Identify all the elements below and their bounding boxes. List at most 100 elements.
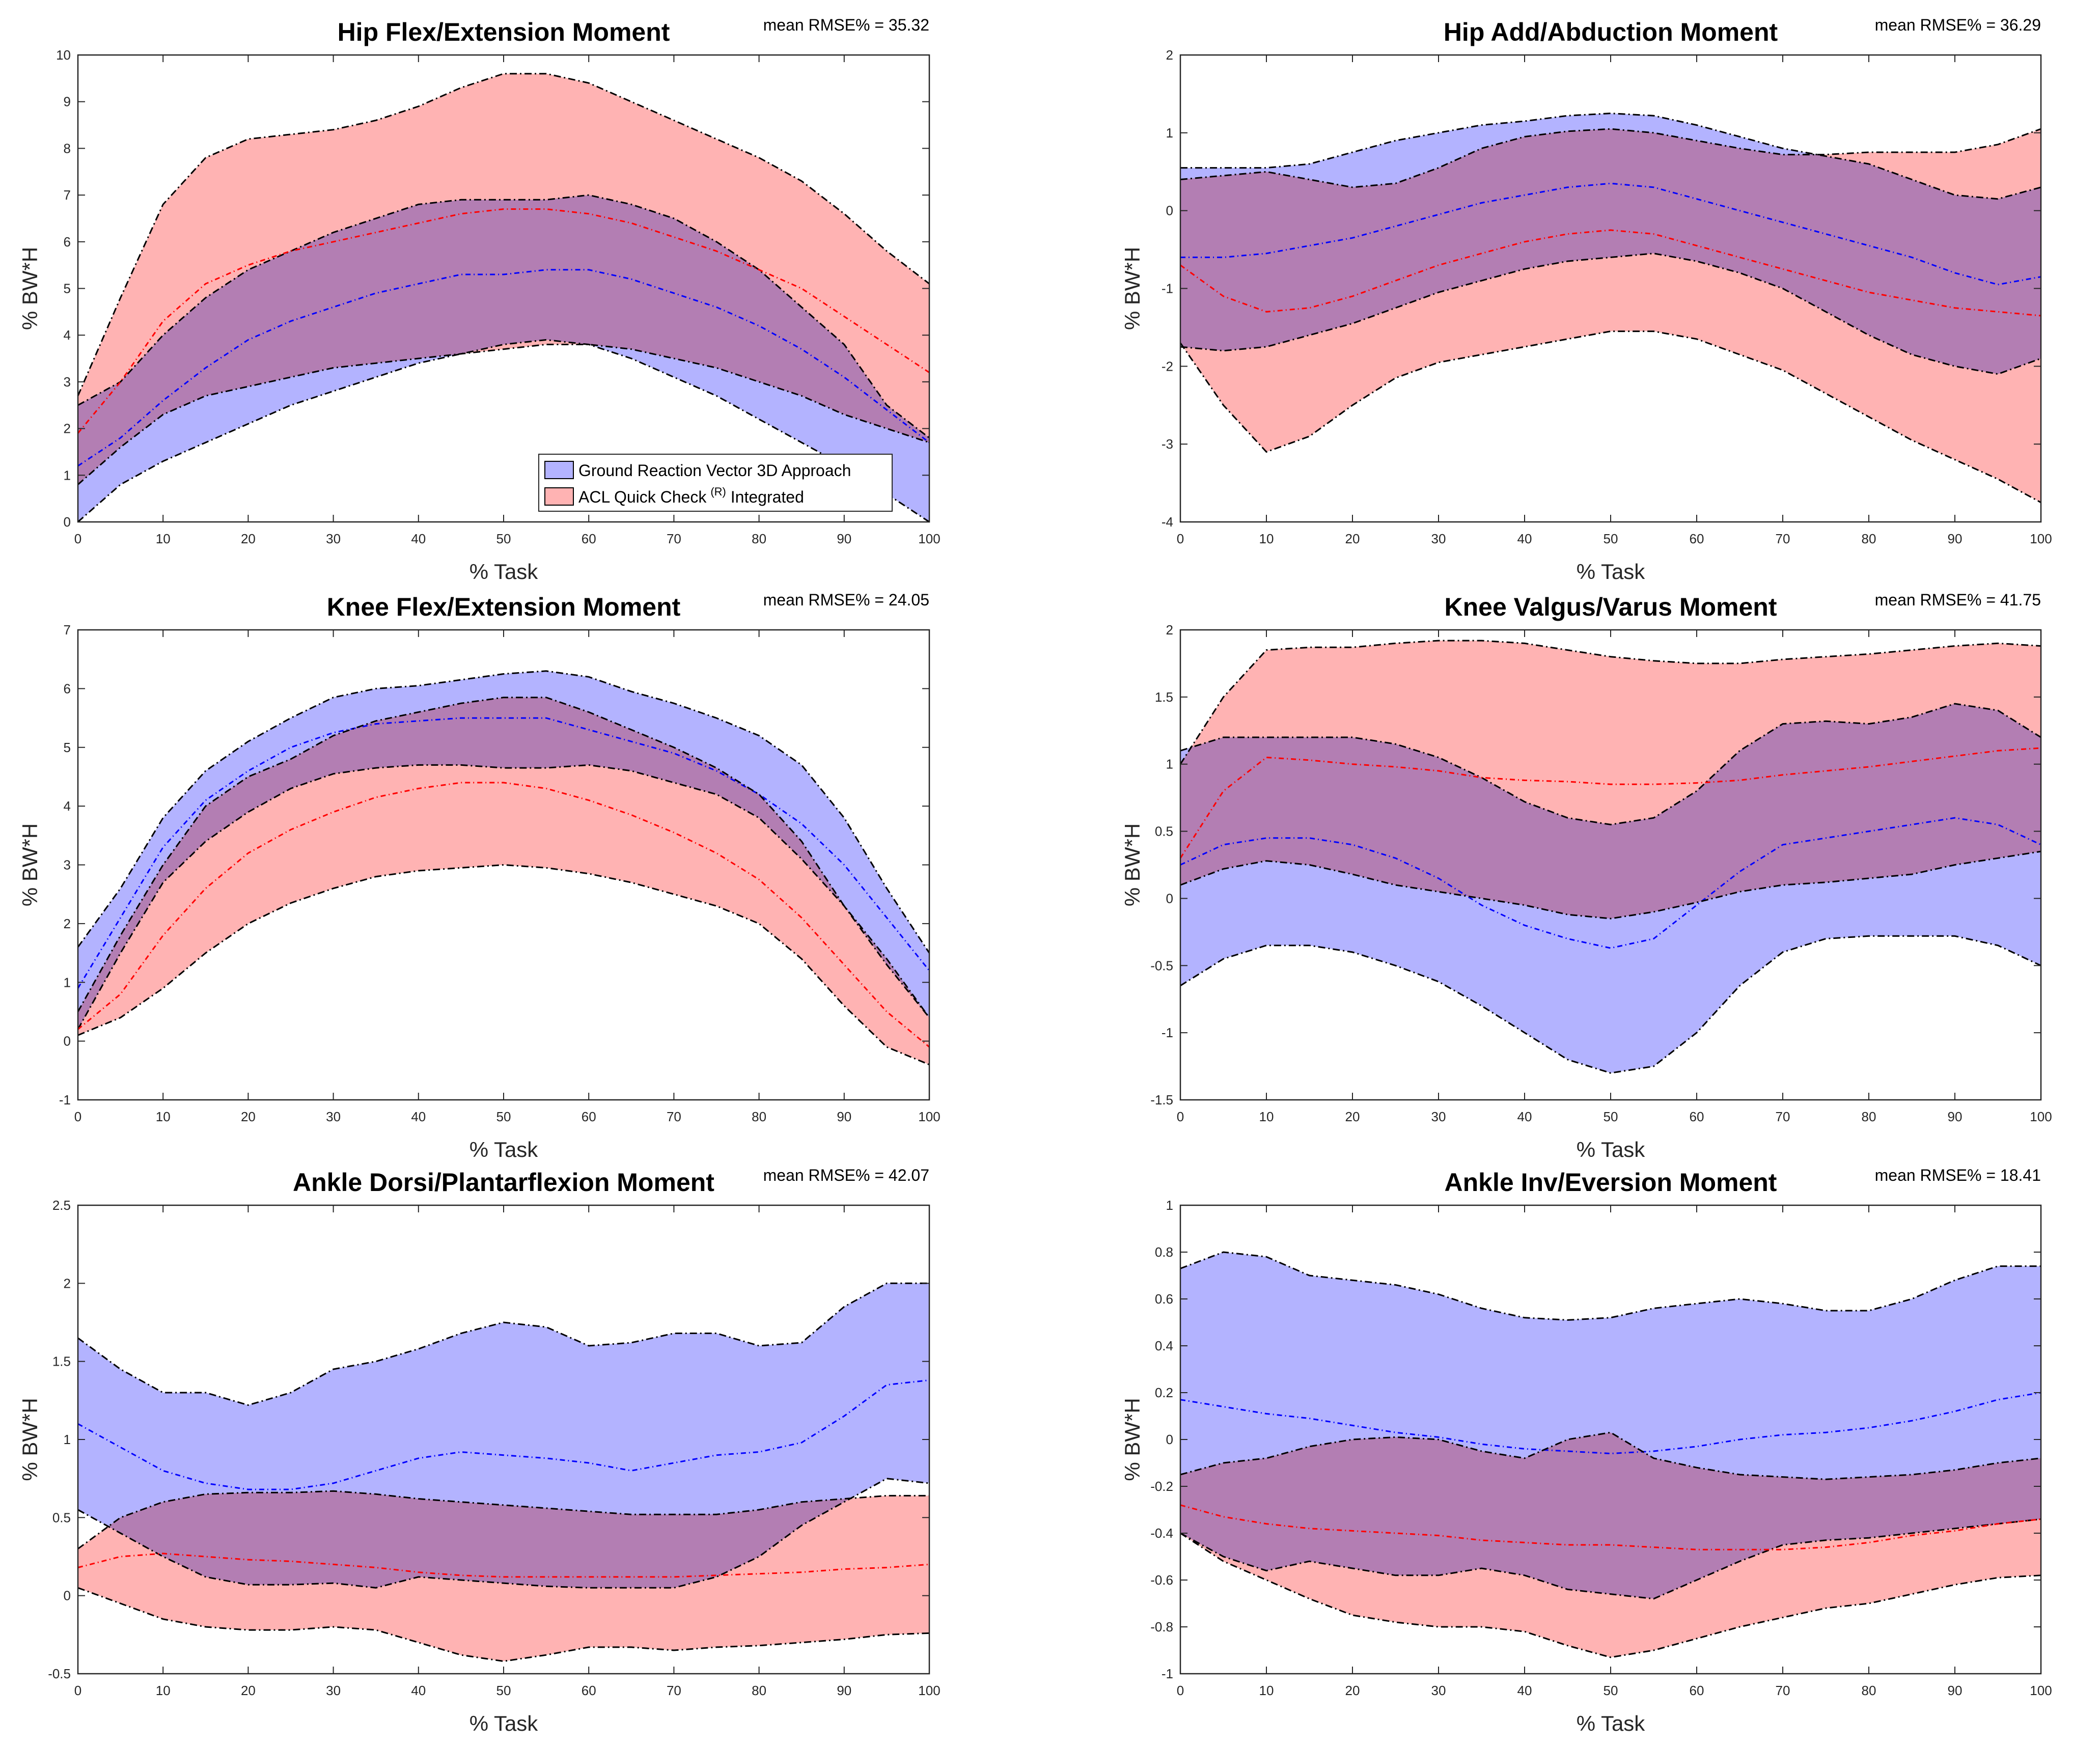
legend-entry-label: ACL Quick Check (R) Integrated	[578, 485, 804, 506]
chart-title: Hip Flex/Extension Moment	[338, 18, 670, 46]
x-tick-label: 100	[918, 531, 940, 546]
chart-title: Hip Add/Abduction Moment	[1444, 18, 1778, 46]
y-axis-label: % BW*H	[18, 1398, 42, 1481]
y-tick-label: -3	[1162, 436, 1173, 452]
band-edge-upper-aclqc	[1180, 128, 2041, 188]
legend-entry-name: ACL Quick Check	[578, 488, 707, 506]
band-edge-upper-grv3d	[77, 670, 930, 954]
x-tick-label: 50	[496, 531, 511, 546]
band-edge-lower-grv3d	[77, 339, 930, 523]
mean-line-grv3d	[77, 269, 930, 467]
chart-panel-5: 0 10 20 30 40 50 60 70 80 90 100-0.500.511.522.5An…	[18, 1166, 941, 1735]
x-tick-label: 40	[1517, 1109, 1532, 1124]
x-axis-label: % Task	[1577, 560, 1646, 584]
x-tick-label: 30	[1431, 1109, 1446, 1124]
y-tick-label: 8	[64, 141, 71, 156]
x-tick-label: 0	[74, 1683, 81, 1698]
band-aclqc	[1180, 1432, 2041, 1657]
x-tick-label: 20	[241, 1109, 256, 1124]
x-tick-label: 50	[496, 1683, 511, 1698]
mean-line-grv3d	[77, 1379, 930, 1490]
y-tick-label: 6	[64, 681, 71, 696]
x-tick-label: 90	[1948, 531, 1963, 546]
y-tick-label: 0	[64, 1588, 71, 1603]
y-tick-label: 1.5	[52, 1354, 71, 1369]
band-edge-upper-aclqc	[77, 1490, 929, 1549]
x-tick-label: 40	[411, 1109, 426, 1124]
x-tick-label: 30	[1431, 531, 1446, 546]
x-tick-label: 20	[241, 531, 256, 546]
band-edge-lower-grv3d	[1180, 1518, 2041, 1600]
band-edge-lower-grv3d	[77, 1478, 930, 1589]
y-tick-label: 4	[64, 798, 71, 814]
y-tick-label: 0.5	[52, 1510, 71, 1525]
rmse-annotation: mean RMSE% = 24.05	[763, 591, 929, 609]
x-tick-label: 40	[411, 531, 426, 546]
rmse-annotation: mean RMSE% = 36.29	[1875, 16, 2041, 34]
x-tick-label: 80	[752, 1109, 766, 1124]
x-tick-label: 90	[837, 531, 851, 546]
legend-entry-label: Ground Reaction Vector 3D Approach	[578, 461, 851, 480]
y-tick-label: 2.5	[52, 1198, 71, 1213]
x-tick-label: 90	[837, 1683, 851, 1698]
mean-line-aclqc	[77, 782, 930, 1048]
y-tick-label: 7	[64, 622, 71, 638]
x-tick-label: 40	[1517, 1683, 1532, 1698]
x-tick-label: 60	[1690, 1109, 1704, 1124]
legend: Ground Reaction Vector 3D Approach ACL Qu…	[538, 454, 893, 512]
y-tick-label: 1.5	[1155, 689, 1173, 705]
x-tick-label: 30	[326, 1683, 341, 1698]
y-tick-label: 1	[64, 975, 71, 990]
x-tick-label: 20	[1345, 1683, 1360, 1698]
x-axis-label: % Task	[469, 1711, 539, 1735]
y-tick-label: 0.2	[1155, 1385, 1173, 1400]
y-tick-label: -0.8	[1150, 1619, 1173, 1635]
y-tick-label: -0.5	[1150, 958, 1173, 973]
x-axis-label: % Task	[469, 560, 539, 584]
y-axis-label: % BW*H	[18, 823, 42, 906]
band-edge-upper-aclqc	[77, 73, 930, 396]
y-axis-label: % BW*H	[1120, 823, 1144, 906]
chart-panel-2: 0 10 20 30 40 50 60 70 80 90 100 -4 -3 -2 -1 0 1 2 Hip Add…	[1120, 16, 2052, 584]
y-tick-label: 0.8	[1155, 1244, 1173, 1260]
x-tick-label: 10	[1259, 531, 1274, 546]
x-tick-label: 70	[1776, 1683, 1790, 1698]
x-tick-label: 70	[667, 1109, 681, 1124]
x-tick-label: 0	[74, 1109, 81, 1124]
y-tick-label: 7	[64, 187, 71, 203]
y-tick-label: 3	[64, 374, 71, 390]
y-tick-label: 0.4	[1155, 1338, 1173, 1353]
chart-panel-4: 0 10 20 30 40 50 60 70 80 90 100 -1.5 -1 -0.5 0 0.5 1 1.5…	[1120, 591, 2052, 1161]
mean-line-grv3d	[77, 717, 930, 989]
x-tick-label: 0	[74, 531, 81, 546]
y-tick-label: 4	[64, 327, 71, 343]
y-tick-label: 6	[64, 234, 71, 250]
y-tick-label: -1	[59, 1092, 71, 1107]
band-edge-lower-grv3d	[1180, 935, 2041, 1074]
x-tick-label: 70	[667, 531, 681, 546]
y-tick-label: 1	[64, 1432, 71, 1447]
y-tick-label: 2	[1166, 47, 1173, 63]
chart-panel-1: 0 10 20 30 40 50 60 70 80 90 100 0 1 2 3 4 5 6 7 8 9 10 Hip Fl…	[18, 16, 941, 584]
band-edge-lower-aclqc	[1179, 330, 2041, 504]
legend-swatch	[544, 487, 574, 506]
band-aclqc	[78, 73, 929, 485]
band-edge-lower-aclqc	[77, 344, 930, 485]
y-tick-label: 5	[64, 281, 71, 296]
x-axis-label: % Task	[1577, 1711, 1646, 1735]
x-tick-label: 60	[1690, 531, 1704, 546]
x-tick-label: 40	[411, 1683, 426, 1698]
band-edge-upper-grv3d	[1180, 1251, 2041, 1321]
y-tick-label: 0	[64, 1034, 71, 1049]
y-tick-label: -1	[1162, 1025, 1173, 1040]
mean-line-aclqc	[1179, 747, 2041, 859]
x-tick-label: 70	[1776, 1109, 1790, 1124]
y-tick-label: 2	[64, 421, 71, 436]
y-tick-label: 1	[1166, 757, 1173, 772]
band-edge-upper-grv3d	[1180, 703, 2041, 825]
mean-line-grv3d	[1180, 182, 2041, 286]
y-tick-label: 1	[1166, 125, 1173, 141]
x-tick-label: 30	[326, 531, 341, 546]
x-tick-label: 80	[752, 531, 766, 546]
